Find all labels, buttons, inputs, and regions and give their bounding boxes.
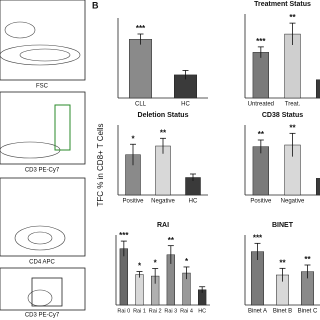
x-tick-label: Rai 0 (117, 308, 130, 314)
bar (135, 274, 144, 306)
flow-plots: FSC CD3 PE-Cy7 CD4 APC CD3 PE-Cy7 (0, 0, 86, 319)
x-tick-label: Negative (151, 199, 175, 205)
significance: *** (136, 24, 146, 33)
gate (54, 104, 71, 151)
chart-title: CD38 Status (262, 112, 303, 119)
significance: *** (253, 233, 263, 242)
x-tick-label: Treat. (285, 102, 301, 108)
bar (316, 178, 320, 196)
x-tick-label: Rai 4 (180, 308, 193, 314)
bar (252, 52, 270, 99)
flow-plot (0, 177, 86, 257)
significance: ** (160, 128, 167, 137)
x-tick-label: Rai 3 (164, 308, 177, 314)
x-tick-label: Positive (250, 199, 272, 205)
flow-axis-label: CD4 APC (29, 260, 55, 266)
chart-title: Deletion Status (138, 112, 189, 119)
bar (252, 146, 270, 196)
flow-plot (0, 0, 86, 81)
significance: ** (279, 258, 286, 267)
contour (4, 21, 36, 39)
significance: *** (256, 37, 266, 46)
significance: *** (119, 231, 129, 240)
x-tick-label: HC (189, 199, 198, 205)
x-tick-label: Positive (122, 199, 144, 205)
significance: ** (289, 13, 296, 22)
contour (0, 141, 61, 159)
bar (316, 79, 320, 99)
x-tick-label: Untreated (248, 102, 274, 108)
significance: * (131, 134, 135, 143)
chart-title: BINET (272, 222, 294, 229)
x-tick-label: HC (181, 102, 190, 108)
bar (119, 248, 128, 306)
x-tick-label: Binet A (248, 309, 267, 315)
contour (27, 231, 53, 245)
chart-title: Treatment Status (254, 1, 311, 8)
flow-axis-label: FSC (36, 84, 49, 90)
y-axis-label: TFC % in CD8+ T Cells (96, 123, 105, 206)
flow-plot (0, 267, 86, 311)
x-tick-label: HC (198, 308, 206, 314)
significance: * (185, 257, 189, 266)
flow-plot (0, 91, 86, 165)
bar (129, 39, 152, 99)
x-tick-label: Rai 2 (149, 308, 162, 314)
gate (31, 277, 63, 307)
significance: ** (258, 130, 265, 139)
x-tick-label: CLL (135, 102, 147, 108)
x-tick-label: Binet C (298, 309, 318, 315)
significance: ** (168, 236, 175, 245)
panel-label: B (92, 0, 99, 10)
significance: ** (289, 123, 296, 132)
contour (0, 44, 81, 66)
significance: ** (304, 255, 311, 264)
chart-title: RAI (157, 222, 169, 229)
contour (14, 225, 66, 251)
x-tick-label: Binet B (273, 309, 292, 315)
flow-axis-label: CD3 PE-Cy7 (25, 168, 60, 174)
significance: * (154, 259, 158, 268)
significance: * (138, 262, 142, 271)
contour (19, 48, 71, 62)
x-tick-label: Negative (281, 199, 305, 205)
x-tick-label: Rai 1 (133, 308, 146, 314)
flow-axis-label: CD3 PE-Cy7 (25, 313, 60, 319)
